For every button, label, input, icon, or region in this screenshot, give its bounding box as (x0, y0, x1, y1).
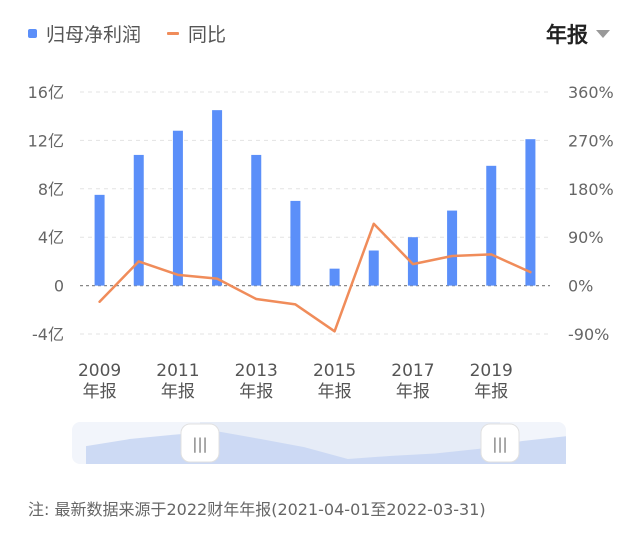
period-selector[interactable]: 年报 (546, 19, 610, 49)
left-tick-label: 16亿 (28, 83, 64, 102)
x-tick-sub: 年报 (396, 382, 430, 402)
legend-label-yoy: 同比 (188, 24, 227, 46)
bar-2013 (251, 154, 262, 286)
x-tick-year: 2015 (313, 361, 356, 381)
bar-series-swatch (28, 29, 37, 38)
x-tick-sub: 年报 (318, 382, 352, 402)
legend-item-net-profit[interactable]: 归母净利润 (28, 20, 141, 47)
x-tick-year: 2013 (235, 361, 278, 381)
right-tick-label: -90% (568, 325, 609, 344)
bar-2014 (290, 200, 301, 286)
left-tick-label: 4亿 (38, 228, 64, 247)
bar-2010 (133, 154, 144, 286)
x-tick-year: 2017 (391, 361, 434, 381)
bar-2012 (212, 110, 223, 286)
caret-down-icon (596, 30, 610, 38)
slider-handle-left[interactable]: ||| (180, 423, 220, 463)
x-tick-sub: 年报 (239, 382, 273, 402)
right-tick-label: 270% (568, 131, 614, 150)
period-selector-label: 年报 (546, 23, 588, 47)
x-tick-sub: 年报 (83, 382, 117, 402)
right-tick-label: 180% (568, 180, 614, 199)
line-series-swatch (167, 32, 180, 35)
profit-chart: 16亿 360%12亿 270%8亿 180%4亿 90%0 0%-4亿 -90%2009年… (28, 83, 614, 464)
right-tick-label: 90% (568, 228, 604, 247)
yoy-line (98, 222, 532, 333)
x-tick-year: 2009 (78, 361, 121, 381)
legend-label-net-profit: 归母净利润 (46, 24, 142, 46)
bar-2015 (329, 268, 340, 286)
slider-handle-right-body[interactable] (480, 423, 520, 463)
slider-handle-right-grip-icon: ||| (492, 435, 507, 453)
slider-handle-left-body[interactable] (180, 423, 220, 463)
chart-legend: 归母净利润 同比 (28, 20, 252, 47)
left-tick-label: 0 (54, 277, 64, 296)
right-tick-label: 360% (568, 83, 614, 102)
x-tick-year: 2019 (470, 361, 513, 381)
x-tick-sub: 年报 (161, 382, 195, 402)
x-tick-sub: 年报 (474, 382, 508, 402)
bar-2016 (368, 250, 379, 286)
slider-handle-left-grip-icon: ||| (192, 435, 207, 453)
bar-2017 (407, 237, 418, 286)
legend-item-yoy[interactable]: 同比 (167, 20, 226, 47)
x-tick-year: 2011 (156, 361, 199, 381)
bar-2011 (172, 130, 183, 286)
bar-2020 (525, 139, 536, 286)
slider-handle-right[interactable]: ||| (480, 423, 520, 463)
bar-2018 (447, 210, 458, 286)
left-tick-label: 8亿 (38, 180, 64, 199)
data-source-note: 注: 最新数据来源于2022财年年报(2021-04-01至2022-03-31… (28, 500, 486, 519)
bar-2019 (486, 165, 497, 286)
left-tick-label: 12亿 (28, 131, 64, 150)
bar-2009 (94, 194, 105, 286)
left-tick-label: -4亿 (32, 325, 64, 344)
right-tick-label: 0% (568, 277, 593, 296)
